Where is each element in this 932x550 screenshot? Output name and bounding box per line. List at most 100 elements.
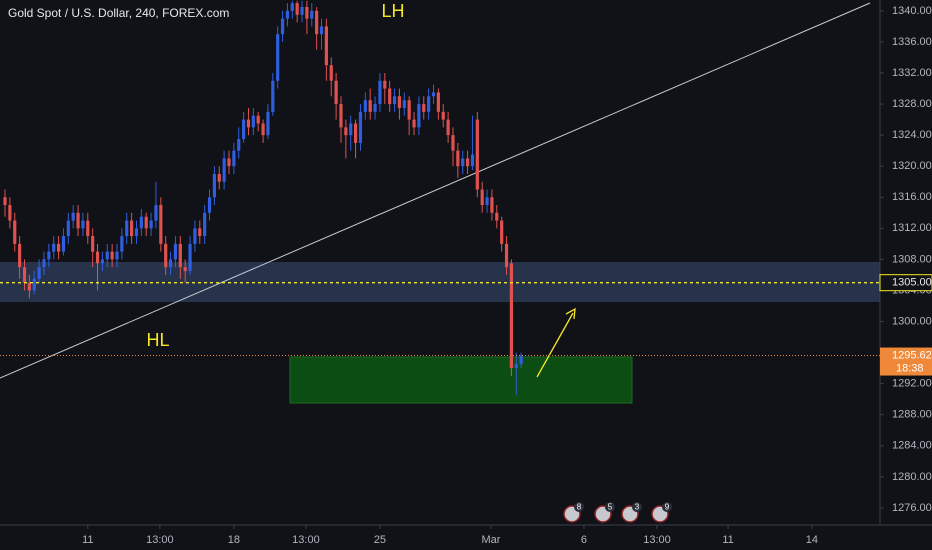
- candle-body: [232, 150, 236, 167]
- candle-body: [193, 228, 197, 244]
- candle-body: [446, 119, 450, 136]
- candle-body: [178, 243, 182, 268]
- x-tick-label: 13:00: [643, 534, 671, 546]
- candle-body: [519, 355, 523, 365]
- candle-body: [344, 127, 348, 136]
- candle-body: [222, 158, 226, 182]
- candle-body: [56, 243, 61, 252]
- y-tick-label: 1276.00: [892, 502, 932, 514]
- last-price-label: 1295.62: [892, 349, 932, 361]
- candle-body: [183, 267, 187, 272]
- candle-body: [407, 100, 411, 120]
- x-tick-label: 18: [228, 534, 240, 546]
- candle-body: [363, 100, 367, 112]
- candle-body: [388, 88, 392, 105]
- candle-body: [105, 251, 109, 260]
- event-badge: [632, 502, 642, 512]
- candle-body: [329, 65, 333, 81]
- candle-body: [134, 228, 139, 237]
- event-badge: [605, 502, 615, 512]
- candle-body: [470, 154, 475, 167]
- candle-body: [500, 220, 504, 244]
- candle-body: [422, 104, 426, 112]
- candle-body: [242, 119, 246, 140]
- candle-body: [280, 18, 285, 35]
- candle-body: [480, 189, 484, 206]
- x-tick-label: 25: [374, 534, 386, 546]
- candle-body: [173, 243, 178, 260]
- event-badge: [662, 502, 672, 512]
- candle-body: [349, 123, 353, 136]
- y-tick-label: 1328.00: [892, 98, 932, 110]
- candle-body: [212, 173, 216, 198]
- candle-body: [95, 251, 100, 264]
- candle-body: [8, 205, 12, 221]
- candle-body: [475, 119, 479, 190]
- candle-body: [120, 236, 124, 252]
- candle-body: [417, 104, 421, 128]
- candle-body: [168, 259, 173, 268]
- candle-body: [110, 251, 114, 260]
- candle-body: [315, 10, 319, 35]
- level-price-label: 1305.00: [892, 277, 932, 289]
- candle-body: [115, 251, 119, 260]
- candle-body: [47, 251, 51, 260]
- candle-body: [285, 10, 290, 19]
- trend-line: [0, 2, 871, 379]
- candle-body: [27, 282, 31, 291]
- candle-body: [441, 111, 445, 120]
- candle-body: [339, 104, 343, 128]
- y-tick-label: 1312.00: [892, 222, 932, 234]
- y-tick-label: 1292.00: [892, 378, 932, 390]
- x-tick-label: 6: [581, 534, 587, 546]
- candle-body: [237, 139, 241, 151]
- event-count: 9: [665, 503, 670, 512]
- y-tick-label: 1288.00: [892, 409, 932, 421]
- candle-body: [305, 6, 309, 19]
- candle-body: [504, 243, 509, 268]
- candle-body: [81, 220, 85, 229]
- y-tick-label: 1308.00: [892, 253, 932, 265]
- candle-body: [86, 220, 90, 237]
- y-tick-label: 1324.00: [892, 129, 932, 141]
- candle-body: [130, 220, 134, 237]
- event-count: 5: [608, 503, 613, 512]
- x-tick-label: Mar: [481, 534, 500, 546]
- candle-body: [13, 220, 17, 244]
- y-tick-label: 1284.00: [892, 440, 932, 452]
- candle-body: [397, 96, 402, 108]
- y-tick-label: 1340.00: [892, 5, 932, 17]
- candle-body: [276, 34, 280, 81]
- candle-body: [353, 123, 358, 143]
- candle-body: [144, 216, 148, 229]
- candle-body: [3, 197, 7, 206]
- candle-body: [412, 119, 416, 128]
- candle-body: [198, 228, 202, 237]
- candle-body: [261, 123, 265, 136]
- annotation-label: LH: [381, 1, 404, 21]
- candle-body: [295, 3, 299, 15]
- candle-body: [217, 173, 221, 182]
- candle-body: [203, 212, 207, 237]
- x-tick-label: 13:00: [292, 534, 320, 546]
- candle-body: [125, 220, 129, 237]
- candle-body: [465, 158, 470, 167]
- event-badge: [574, 502, 584, 512]
- y-tick-label: 1280.00: [892, 471, 932, 483]
- x-tick-label: 11: [82, 534, 93, 546]
- candle-body: [324, 26, 328, 66]
- countdown-label: 18:38: [896, 362, 924, 374]
- candle-body: [256, 115, 260, 124]
- candle-body: [22, 267, 27, 283]
- y-tick-label: 1320.00: [892, 160, 932, 172]
- candle-body: [207, 197, 212, 213]
- candle-body: [427, 96, 431, 112]
- candle-body: [227, 158, 231, 167]
- candle-body: [188, 243, 192, 272]
- candle-body: [66, 220, 70, 237]
- candle-body: [18, 243, 22, 268]
- candle-body: [290, 3, 294, 11]
- candle-body: [251, 115, 255, 128]
- candle-body: [402, 100, 406, 108]
